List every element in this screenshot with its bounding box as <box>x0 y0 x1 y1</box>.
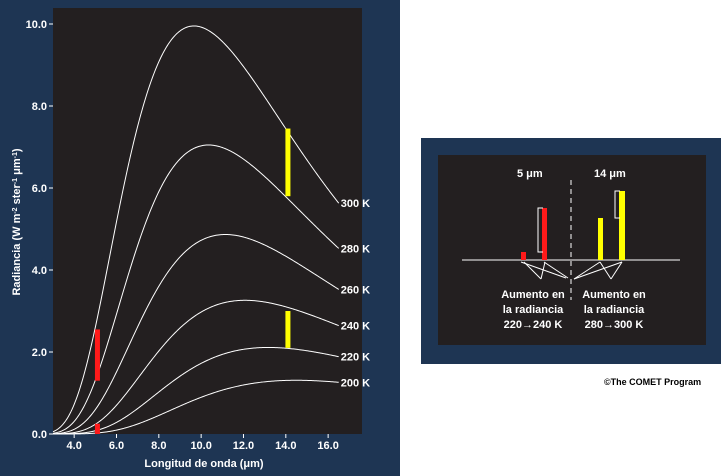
y-tick-label: 6.0 <box>32 183 47 195</box>
curve-260k <box>52 233 339 435</box>
highlight-bar-1 <box>94 329 100 381</box>
inset-area <box>438 155 706 345</box>
yellow-small-bar <box>598 218 603 260</box>
curve-label-300k: 300 K <box>341 198 370 210</box>
curve-label-260k: 260 K <box>341 284 370 296</box>
y-axis-title: Radiancia (W m-2 ster-1 μm-1) <box>11 148 23 295</box>
curve-280k <box>52 144 340 434</box>
red-increase-bracket <box>537 207 543 253</box>
credit-text: ©The COMET Program <box>604 377 702 387</box>
y-tick-label: 8.0 <box>32 101 47 113</box>
yellow-increase-bracket <box>614 190 620 219</box>
curve-label-240k: 240 K <box>341 321 370 333</box>
red-large-bar <box>542 208 547 260</box>
connector-lines <box>520 261 623 280</box>
x-tick-label: 4.0 <box>67 440 82 452</box>
curve-label-200k: 200 K <box>341 377 370 389</box>
x-tick-label: 8.0 <box>151 440 166 452</box>
curve-300k <box>52 25 340 433</box>
x-tick-label: 14.0 <box>275 440 296 452</box>
planck-curves-chart: 200 K 220 K 240 K 260 K 280 K 300 K 0.0 2.0 4.0… <box>11 19 370 470</box>
inset-label-14um: 14 μm <box>594 168 626 180</box>
highlight-bar-2 <box>285 311 291 348</box>
x-tick-label: 12.0 <box>233 440 254 452</box>
inset-right-caption: Aumento en la radiancia 280→300 K <box>582 289 646 331</box>
curve-220k <box>53 346 339 435</box>
inset-label-5um: 5 μm <box>517 168 543 180</box>
y-tick-label: 4.0 <box>32 265 47 277</box>
red-small-bar <box>521 252 526 260</box>
y-tick-label: 0.0 <box>32 429 47 441</box>
curve-200k <box>53 379 339 435</box>
x-tick-label: 6.0 <box>109 440 124 452</box>
y-tick-label: 10.0 <box>26 19 47 31</box>
highlight-bar-0 <box>94 423 100 434</box>
x-tick-label: 16.0 <box>317 440 338 452</box>
yellow-large-bar <box>619 191 625 260</box>
highlight-bar-3 <box>285 128 291 197</box>
x-axis-title: Longitud de onda (μm) <box>144 458 263 470</box>
curve-240k <box>52 299 339 435</box>
curve-label-220k: 220 K <box>341 352 370 364</box>
y-tick-label: 2.0 <box>32 347 47 359</box>
curve-label-280k: 280 K <box>341 243 370 255</box>
x-tick-label: 10.0 <box>190 440 211 452</box>
inset-left-caption: Aumento en la radiancia 220→240 K <box>501 289 565 331</box>
